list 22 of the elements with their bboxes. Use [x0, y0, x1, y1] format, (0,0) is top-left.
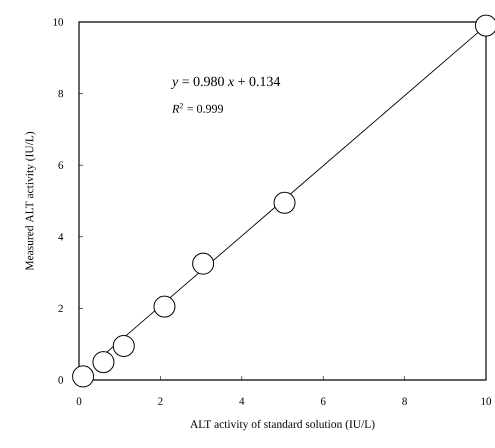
y-tick-label: 2	[58, 304, 63, 312]
x-tick-label: 6	[320, 398, 326, 405]
x-tick-label: 0	[76, 398, 82, 405]
point	[72, 365, 94, 388]
y-axis-title: Measured ALT activity (IU/L)	[25, 132, 36, 270]
y-tick-label: 10	[53, 18, 64, 26]
x-tick-label: 2	[158, 398, 163, 405]
point	[192, 252, 214, 275]
x-tick-label: 8	[402, 398, 407, 405]
point	[153, 296, 176, 318]
x-axis-title: ALT activity of standard solution (IU/L)	[190, 420, 375, 430]
y-tick-label: 6	[58, 162, 64, 169]
annotation: y = 0.980 x + 0.134	[170, 76, 280, 90]
point	[112, 334, 135, 357]
annotation: R$^{2}$ = 0.999	[172, 103, 223, 113]
y-tick-label: 0	[58, 376, 64, 384]
x-tick-label: 10	[481, 398, 492, 405]
y-tick-label: 4	[58, 233, 64, 240]
point	[274, 192, 296, 214]
y-tick-label: 8	[58, 90, 64, 98]
x-tick-label: 4	[239, 398, 244, 405]
point	[92, 351, 114, 374]
